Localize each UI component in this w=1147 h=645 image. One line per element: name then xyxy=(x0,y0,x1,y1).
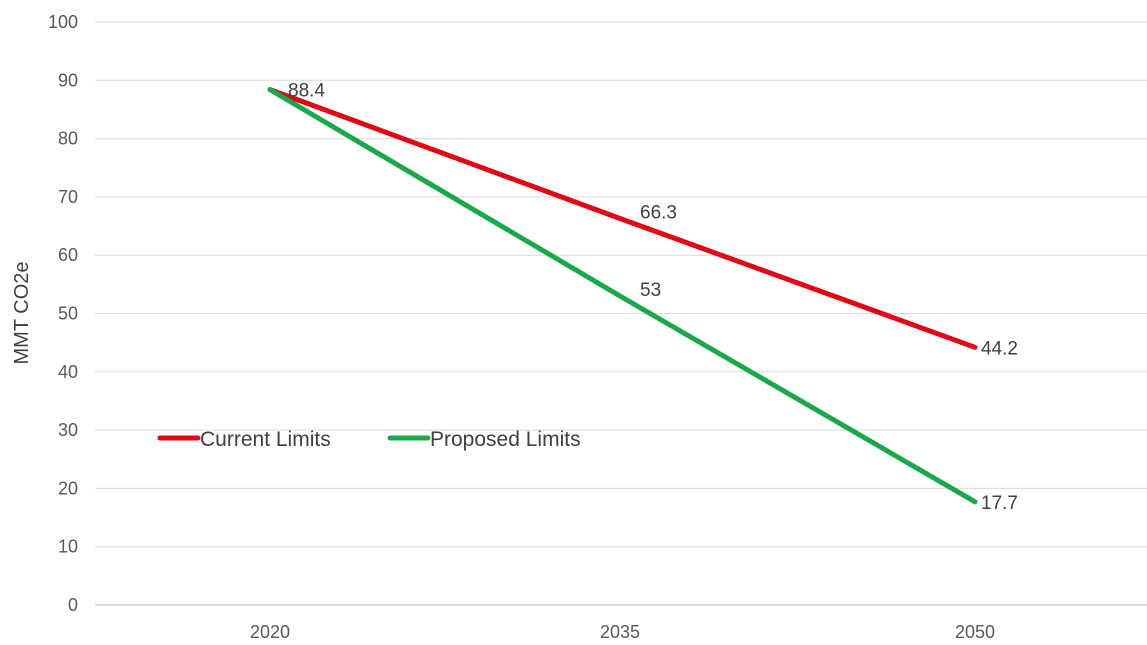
legend-label: Proposed Limits xyxy=(430,428,581,451)
series-lines xyxy=(267,87,978,505)
y-tick-label: 90 xyxy=(58,70,78,90)
y-tick-label: 20 xyxy=(58,478,78,498)
data-label: 17.7 xyxy=(981,493,1018,514)
legend: Current Limits Proposed Limits xyxy=(157,428,581,451)
data-labels: 88.4 66.3 44.2 53 17.7 xyxy=(288,81,1018,514)
y-tick-label: 0 xyxy=(68,595,78,615)
x-tick-label: 2035 xyxy=(600,622,640,640)
y-tick-label: 80 xyxy=(58,129,78,149)
y-axis-title: MMT CO2e xyxy=(11,262,33,365)
y-tick-label: 30 xyxy=(58,420,78,440)
series-line-current-limits xyxy=(267,87,978,350)
y-tick-label: 50 xyxy=(58,304,78,324)
x-tick-label: 2020 xyxy=(250,622,290,640)
series-line-proposed-limits xyxy=(267,87,978,505)
data-label: 53 xyxy=(640,280,661,301)
data-label: 88.4 xyxy=(288,81,325,102)
y-tick-label: 40 xyxy=(58,362,78,382)
y-tick-label: 70 xyxy=(58,187,78,207)
x-axis-ticks: 2020 2035 2050 xyxy=(250,622,995,642)
data-label: 66.3 xyxy=(640,202,677,223)
y-axis-ticks: 0 10 20 30 40 50 60 70 80 90 100 xyxy=(48,12,78,615)
legend-label: Current Limits xyxy=(200,428,331,451)
y-tick-label: 100 xyxy=(48,12,78,32)
data-label: 44.2 xyxy=(981,338,1018,359)
x-tick-label: 2050 xyxy=(955,622,995,640)
y-tick-label: 10 xyxy=(58,537,78,557)
y-tick-label: 60 xyxy=(58,245,78,265)
gridlines xyxy=(95,21,1147,606)
